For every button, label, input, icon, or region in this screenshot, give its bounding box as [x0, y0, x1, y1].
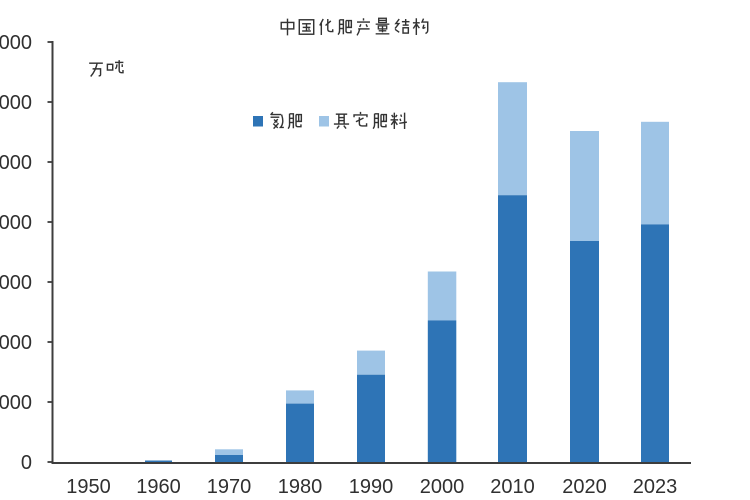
- svg-text:5000: 5000: [0, 152, 32, 174]
- svg-text:2020: 2020: [562, 476, 607, 498]
- svg-text:7000: 7000: [0, 32, 32, 54]
- svg-text:3000: 3000: [0, 272, 32, 294]
- svg-text:4000: 4000: [0, 212, 32, 234]
- svg-text:1990: 1990: [349, 476, 394, 498]
- svg-text:1970: 1970: [207, 476, 252, 498]
- svg-text:1000: 1000: [0, 392, 32, 414]
- svg-text:1980: 1980: [278, 476, 323, 498]
- svg-text:1960: 1960: [136, 476, 181, 498]
- svg-text:2010: 2010: [490, 476, 535, 498]
- svg-text:6000: 6000: [0, 92, 32, 114]
- svg-text:2023: 2023: [633, 476, 678, 498]
- svg-text:2000: 2000: [420, 476, 465, 498]
- svg-text:1950: 1950: [66, 476, 111, 498]
- svg-text:0: 0: [21, 452, 32, 474]
- svg-text:2000: 2000: [0, 332, 32, 354]
